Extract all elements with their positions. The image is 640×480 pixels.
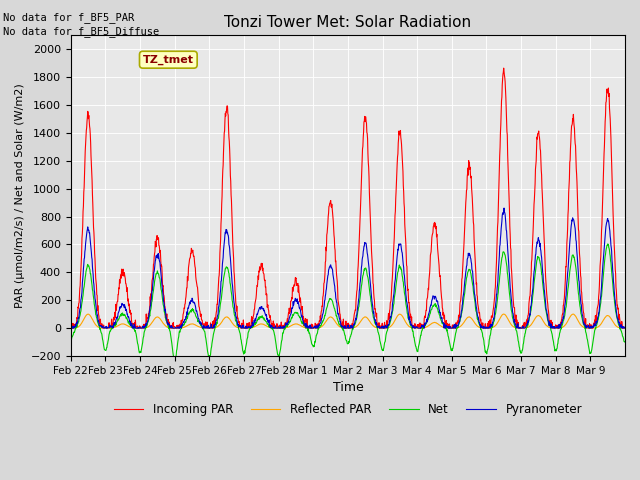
Reflected PAR (570, 311, 577, 317)
Pyranometer (479, 325, 486, 331)
Pyranometer (561, 309, 568, 315)
Incoming PAR (67, 325, 75, 331)
X-axis label: Time: Time (333, 381, 364, 394)
Incoming PAR (561, 295, 568, 301)
Legend: Incoming PAR, Reflected PAR, Net, Pyranometer: Incoming PAR, Reflected PAR, Net, Pyrano… (109, 398, 587, 420)
Pyranometer (154, 251, 162, 257)
Line: Net: Net (71, 244, 625, 361)
Incoming PAR (614, 310, 622, 316)
Text: TZ_tmet: TZ_tmet (143, 55, 194, 65)
Net (323, 304, 331, 310)
Y-axis label: PAR (μmol/m2/s) / Net and Solar (W/m2): PAR (μmol/m2/s) / Net and Solar (W/m2) (15, 84, 25, 308)
Net (560, 316, 568, 322)
Reflected PAR (154, 314, 162, 320)
Line: Pyranometer: Pyranometer (71, 208, 625, 328)
Pyranometer (621, 324, 629, 330)
Pyranometer (67, 325, 75, 331)
Reflected PAR (333, 322, 341, 328)
Net (604, 241, 611, 247)
Net (479, 334, 486, 339)
Incoming PAR (67, 324, 75, 330)
Net (333, 316, 341, 322)
Reflected PAR (479, 325, 486, 331)
Net (621, 339, 629, 345)
Incoming PAR (621, 325, 629, 331)
Reflected PAR (67, 325, 75, 331)
Incoming PAR (323, 230, 331, 236)
Title: Tonzi Tower Met: Solar Radiation: Tonzi Tower Met: Solar Radiation (225, 15, 472, 30)
Incoming PAR (154, 235, 162, 241)
Reflected PAR (614, 324, 622, 330)
Incoming PAR (479, 320, 486, 326)
Pyranometer (614, 320, 622, 326)
Net (154, 268, 161, 274)
Incoming PAR (500, 65, 508, 71)
Reflected PAR (621, 325, 629, 331)
Pyranometer (500, 205, 508, 211)
Pyranometer (333, 309, 341, 315)
Net (614, 322, 622, 327)
Line: Incoming PAR: Incoming PAR (71, 68, 625, 328)
Reflected PAR (560, 324, 568, 329)
Reflected PAR (323, 317, 331, 323)
Reflected PAR (67, 325, 75, 331)
Net (67, 336, 75, 342)
Line: Reflected PAR: Reflected PAR (71, 314, 625, 328)
Pyranometer (323, 278, 331, 284)
Text: No data for f_BF5_PAR: No data for f_BF5_PAR (3, 12, 134, 23)
Incoming PAR (333, 285, 341, 291)
Net (171, 358, 179, 364)
Pyranometer (67, 324, 75, 330)
Text: No data for f_BF5_Diffuse: No data for f_BF5_Diffuse (3, 26, 159, 37)
